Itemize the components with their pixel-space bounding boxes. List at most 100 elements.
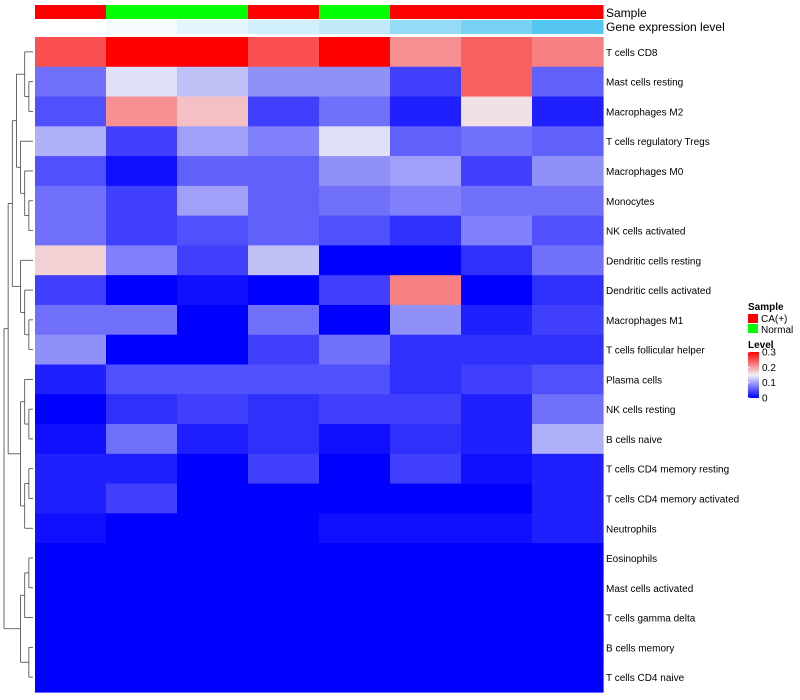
track-label-expression: Gene expression level xyxy=(606,20,725,34)
heatmap-cell xyxy=(532,156,604,187)
heatmap-cell xyxy=(177,126,249,157)
heatmap-cell xyxy=(248,96,320,127)
heatmap-cell xyxy=(532,96,604,127)
heatmap-cell xyxy=(532,483,604,514)
heatmap-cell xyxy=(532,453,604,485)
sample-annotation-cell xyxy=(248,5,320,19)
heatmap-cell xyxy=(390,424,462,455)
heatmap-cell xyxy=(532,66,604,98)
row-dendrogram xyxy=(3,51,33,678)
heatmap-cell xyxy=(177,96,249,127)
heatmap-cell xyxy=(177,275,249,306)
heatmap-cell xyxy=(248,334,320,366)
heatmap-cell xyxy=(248,66,320,98)
heatmap-cell xyxy=(106,156,178,187)
heatmap-cell xyxy=(319,275,391,306)
sample-annotation-cell xyxy=(390,5,462,19)
heatmap-cell xyxy=(319,185,391,217)
expression-annotation-cell xyxy=(532,20,604,34)
expression-annotation-cell xyxy=(106,20,178,34)
row-label: T cells CD4 memory resting xyxy=(606,465,729,476)
expression-annotation-cell xyxy=(319,20,391,34)
heatmap-cell xyxy=(319,572,391,604)
heatmap-cell xyxy=(390,126,462,157)
heatmap-cell xyxy=(319,632,391,663)
legend-label-normal: Normal xyxy=(761,325,793,336)
heatmap-cell xyxy=(106,185,178,217)
heatmap-cell xyxy=(35,364,107,395)
heatmap-cell xyxy=(532,304,604,336)
heatmap-cell xyxy=(35,662,107,693)
heatmap-cell xyxy=(106,543,178,574)
heatmap-cell xyxy=(106,334,178,366)
expression-annotation-cell xyxy=(461,20,533,34)
heatmap-cell xyxy=(248,602,320,634)
row-label: T cells CD4 naive xyxy=(606,673,685,684)
heatmap-cell xyxy=(248,483,320,514)
heatmap-cell xyxy=(248,364,320,395)
heatmap-cell xyxy=(177,394,249,425)
sample-annotation-cell xyxy=(461,5,533,19)
heatmap-cell xyxy=(177,334,249,366)
heatmap-cell xyxy=(177,37,249,68)
heatmap-cell xyxy=(106,304,178,336)
heatmap-cell xyxy=(106,245,178,276)
legend-tick-label: 0.1 xyxy=(762,378,776,389)
heatmap-cell xyxy=(461,275,533,306)
row-label: T cells CD4 memory activated xyxy=(606,494,739,505)
heatmap-cell xyxy=(106,96,178,127)
row-label: Eosinophils xyxy=(606,554,657,565)
heatmap-cell xyxy=(390,215,462,247)
heatmap-cell xyxy=(35,275,107,306)
heatmap-cell xyxy=(248,156,320,187)
heatmap-cell xyxy=(248,394,320,425)
row-label: T cells CD8 xyxy=(606,48,658,59)
heatmap-cell xyxy=(106,572,178,604)
heatmap-cell xyxy=(461,364,533,395)
heatmap-cell xyxy=(177,513,249,544)
heatmap-cell xyxy=(319,453,391,485)
heatmap-cell xyxy=(319,424,391,455)
heatmap-cell xyxy=(248,424,320,455)
heatmap-cell xyxy=(390,632,462,663)
heatmap-cell xyxy=(177,215,249,247)
heatmap-cell xyxy=(106,632,178,663)
heatmap-cell xyxy=(106,453,178,485)
expression-annotation-cell xyxy=(390,20,462,34)
legend-sample-title: Sample xyxy=(748,302,784,313)
legend-label-ca: CA(+) xyxy=(761,314,787,325)
heatmap-cell xyxy=(461,483,533,514)
heatmap-cell xyxy=(390,572,462,604)
heatmap-cell xyxy=(461,156,533,187)
heatmap-cell xyxy=(319,483,391,514)
heatmap-cell xyxy=(35,304,107,336)
annotation-tracks xyxy=(35,5,604,34)
heatmap-cell xyxy=(390,453,462,485)
heatmap-cell xyxy=(461,66,533,98)
heatmap-cell xyxy=(461,513,533,544)
heatmap-cell xyxy=(461,185,533,217)
heatmap-cell xyxy=(35,453,107,485)
heatmap-cell xyxy=(532,662,604,693)
heatmap-cell xyxy=(177,632,249,663)
heatmap-cell xyxy=(177,483,249,514)
heatmap-cell xyxy=(248,572,320,604)
heatmap-cell xyxy=(390,37,462,68)
row-label: Mast cells resting xyxy=(606,78,683,89)
heatmap-cell xyxy=(461,215,533,247)
legend: Sample CA(+) Normal Level 0.3 0.2 0.1 0 xyxy=(748,302,793,405)
heatmap-cell xyxy=(106,513,178,544)
track-label-sample: Sample xyxy=(606,6,647,20)
heatmap-cell xyxy=(177,424,249,455)
level-colorbar xyxy=(748,352,759,398)
heatmap-cell xyxy=(248,543,320,574)
heatmap-cell xyxy=(35,245,107,276)
heatmap-cell xyxy=(106,662,178,693)
row-label: Neutrophils xyxy=(606,524,657,535)
heatmap-cell xyxy=(106,275,178,306)
heatmap-cell xyxy=(319,543,391,574)
legend-level-title: Level xyxy=(748,340,774,351)
sample-annotation-cell xyxy=(35,5,107,19)
heatmap-cell xyxy=(319,66,391,98)
heatmap-cell xyxy=(177,156,249,187)
